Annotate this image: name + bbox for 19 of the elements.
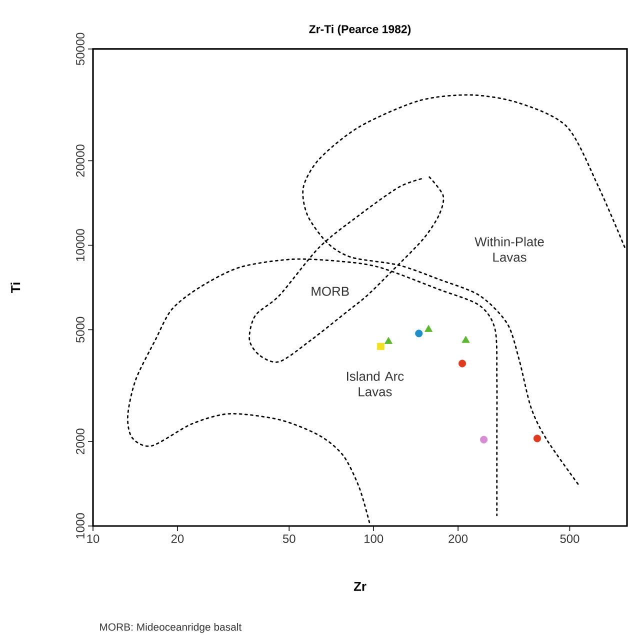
annotation: Island Arc Lavas bbox=[347, 371, 404, 396]
y-tick-label: 1000 bbox=[76, 513, 84, 538]
x-tick-label: 200 bbox=[448, 534, 468, 543]
y-tick-label: 2000 bbox=[76, 428, 84, 454]
x-tick-label: 100 bbox=[364, 534, 384, 543]
x-tick-label: 10 bbox=[87, 534, 100, 543]
x-tick-label: 50 bbox=[282, 534, 296, 543]
x-axis-title: Zr bbox=[354, 582, 366, 591]
y-tick-label: 5000 bbox=[76, 316, 84, 343]
y-tick-label: 10000 bbox=[76, 229, 84, 261]
y-tick-label: 20000 bbox=[76, 144, 84, 177]
y-axis-title: Ti bbox=[10, 282, 20, 293]
x-tick-label: 20 bbox=[171, 534, 184, 543]
x-tick-label: 500 bbox=[560, 534, 580, 543]
chart-title: Zr-Ti (Pearce 1982) bbox=[309, 24, 411, 36]
annotation: Within-Plate Lavas bbox=[474, 236, 544, 262]
annotation: MORB bbox=[312, 286, 349, 296]
y-tick-label: 50000 bbox=[76, 32, 84, 66]
text: MORB: Mideoceanridge basalt bbox=[100, 623, 242, 633]
